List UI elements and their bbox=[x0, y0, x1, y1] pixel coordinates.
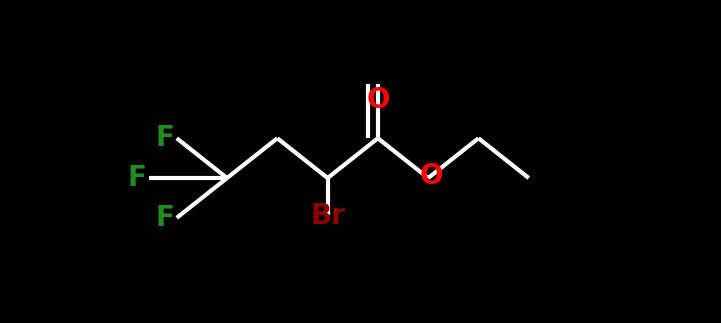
Text: Br: Br bbox=[310, 202, 345, 230]
Text: O: O bbox=[419, 162, 443, 190]
Text: F: F bbox=[155, 124, 174, 152]
Text: F: F bbox=[155, 204, 174, 232]
Text: O: O bbox=[366, 86, 389, 114]
Text: F: F bbox=[127, 164, 146, 192]
